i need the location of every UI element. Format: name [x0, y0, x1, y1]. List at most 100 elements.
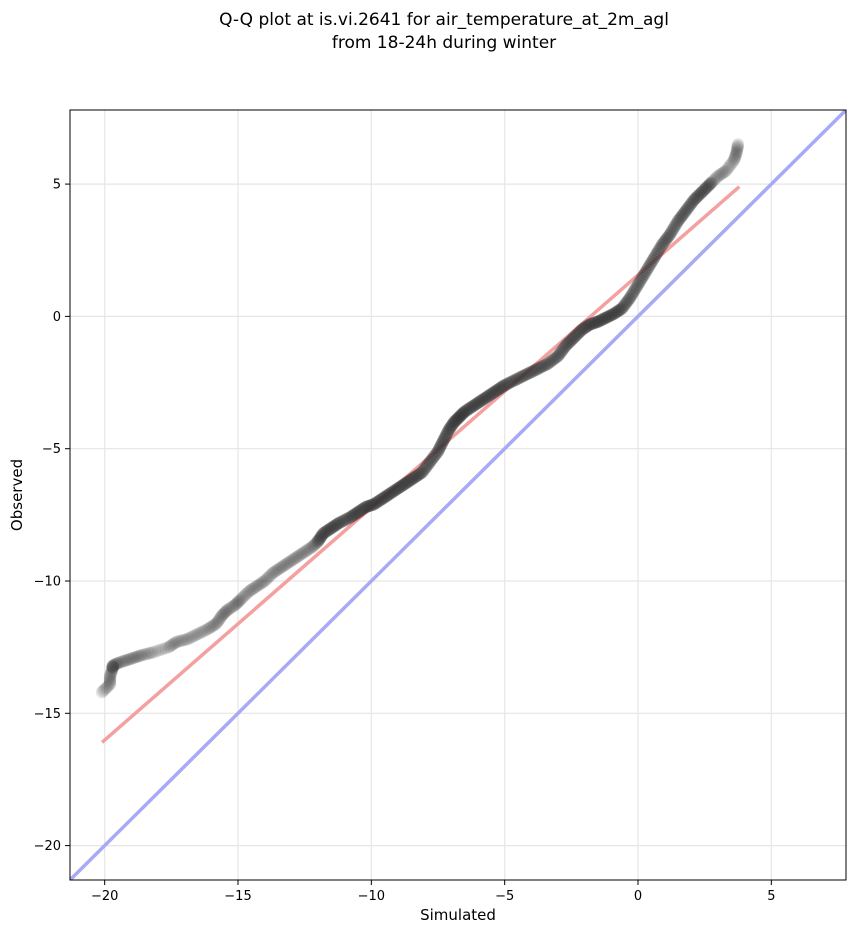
- quantile-point: [590, 315, 603, 329]
- quantile-point: [447, 416, 461, 429]
- quantile-point: [130, 650, 143, 664]
- quantile-point: [198, 624, 212, 637]
- quantile-point: [177, 633, 190, 647]
- quantile-point: [526, 364, 540, 378]
- quantile-point: [528, 363, 542, 377]
- quantile-point: [661, 231, 674, 245]
- quantile-point: [151, 644, 165, 657]
- quantile-point: [195, 625, 208, 639]
- quantile-point: [699, 181, 713, 195]
- quantile-point: [139, 648, 152, 661]
- quantile-point: [413, 468, 426, 481]
- quantile-point: [455, 408, 469, 421]
- quantile-point: [463, 401, 477, 415]
- quantile-point: [731, 139, 744, 152]
- quantile-point: [429, 448, 442, 462]
- quantile-point: [361, 500, 374, 513]
- quantile-point: [117, 655, 130, 668]
- quantile-point: [313, 532, 326, 545]
- quantile-point: [714, 168, 727, 181]
- quantile-point: [617, 300, 630, 313]
- quantile-point: [730, 147, 743, 160]
- quantile-point: [254, 577, 267, 590]
- quantile-point: [279, 558, 293, 571]
- reference-lines: [70, 110, 846, 880]
- quantile-point: [631, 278, 645, 291]
- quantile-point: [497, 379, 510, 393]
- quantile-point: [598, 312, 611, 325]
- quantile-point: [113, 656, 126, 669]
- quantile-point: [618, 298, 631, 312]
- quantile-point: [229, 598, 242, 612]
- quantile-point: [415, 466, 429, 479]
- quantile-point: [565, 334, 578, 347]
- quantile-point: [519, 368, 533, 381]
- quantile-point: [333, 516, 346, 529]
- quantile-point: [303, 542, 317, 555]
- quantile-point: [609, 306, 622, 320]
- quantile-point: [654, 240, 667, 254]
- quantile-point: [265, 568, 278, 581]
- quantile-point: [682, 200, 695, 214]
- quantile-point: [373, 494, 386, 507]
- quantile-point: [703, 177, 717, 191]
- quantile-point: [118, 654, 131, 668]
- quantile-point: [467, 399, 481, 412]
- quantile-point: [728, 151, 742, 164]
- quantile-point: [530, 363, 543, 376]
- quantile-point: [103, 670, 117, 683]
- quantile-point: [129, 651, 142, 664]
- quantile-point: [436, 436, 449, 449]
- quantile-point: [610, 305, 623, 319]
- quantile-point: [574, 324, 587, 338]
- quantile-point: [135, 648, 149, 662]
- quantile-point: [234, 593, 247, 606]
- quantile-point: [707, 173, 721, 187]
- quantile-point: [271, 563, 285, 576]
- quantile-point: [603, 309, 617, 322]
- quantile-point: [452, 411, 465, 425]
- x-tick-label: −10: [358, 889, 385, 904]
- quantile-point: [485, 387, 498, 401]
- quantile-point: [251, 579, 265, 592]
- quantile-point: [222, 603, 235, 616]
- quantile-point: [131, 650, 145, 663]
- quantile-point: [174, 634, 187, 648]
- quantile-point: [439, 429, 453, 442]
- quantile-point: [405, 473, 418, 486]
- quantile-point: [394, 480, 407, 493]
- quantile-point: [200, 623, 214, 636]
- quantile-point: [114, 655, 127, 669]
- quantile-point: [695, 185, 709, 199]
- quantile-point: [134, 649, 147, 662]
- quantile-point: [653, 243, 666, 256]
- quantile-point: [175, 634, 189, 647]
- quantile-point: [711, 169, 725, 183]
- quantile-point: [214, 610, 228, 623]
- quantile-point: [338, 513, 351, 527]
- quantile-point: [509, 373, 522, 387]
- identity-line: [70, 110, 846, 880]
- quantile-point: [383, 487, 397, 500]
- quantile-point: [262, 570, 275, 584]
- quantile-point: [505, 375, 518, 388]
- quantile-point: [293, 549, 306, 562]
- quantile-point: [642, 260, 655, 274]
- x-tick-label: 5: [767, 889, 775, 904]
- quantile-point: [108, 658, 121, 671]
- quantile-point: [397, 478, 410, 492]
- quantile-point: [389, 483, 402, 497]
- quantile-point: [532, 362, 545, 375]
- quantile-point: [659, 233, 673, 246]
- quantile-point: [585, 317, 598, 331]
- quantile-point: [571, 327, 585, 340]
- quantile-point: [105, 664, 118, 678]
- quantile-point: [701, 180, 714, 193]
- y-tick-label: 5: [53, 178, 61, 193]
- quantile-point: [559, 339, 573, 352]
- quantile-point: [503, 376, 517, 389]
- quantile-point: [282, 556, 295, 569]
- quantile-point: [601, 310, 614, 324]
- x-tick-label: −15: [224, 889, 251, 904]
